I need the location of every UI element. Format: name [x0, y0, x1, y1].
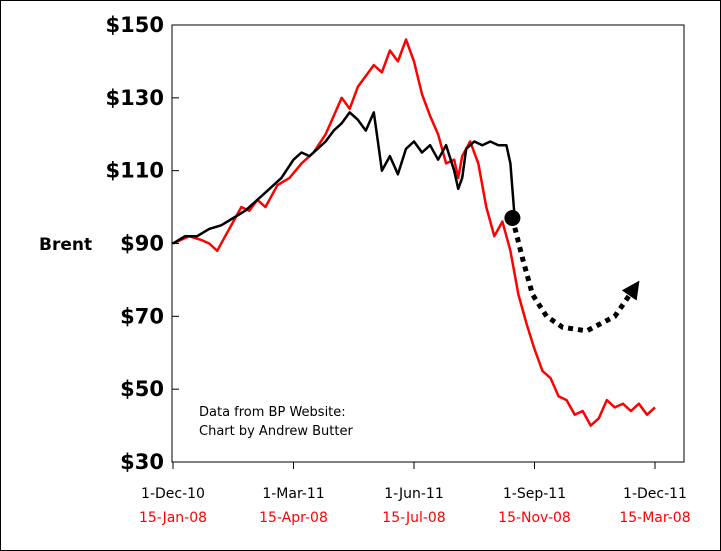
series-line-2008: [172, 38, 656, 427]
x-tick-label-bottom-0: 15-Jan-08: [139, 510, 207, 526]
x-tick-label-top-0: 1-Dec-10: [141, 486, 205, 502]
x-tick-label-top-3: 1-Sep-11: [503, 486, 566, 502]
x-axis-ticks: 1-Dec-10 15-Jan-08 1-Mar-11 15-Apr-08 1-Jun-…: [139, 462, 691, 526]
annotation-line-2: Chart by Andrew Butter: [199, 424, 353, 439]
y-tick-label-110: $110: [106, 159, 164, 183]
projection-line: [509, 217, 637, 334]
series-layer: [172, 38, 656, 427]
x-tick-label-bottom-3: 15-Nov-08: [498, 510, 571, 526]
x-tick-label-top-1: 1-Mar-11: [262, 486, 324, 502]
marker-dot: [504, 210, 521, 227]
annotation-line-1: Data from BP Website:: [199, 405, 346, 420]
x-tick-label-bottom-4: 15-Mar-08: [619, 510, 690, 526]
series-line-2010-11: [172, 111, 516, 245]
y-tick-label-50: $50: [120, 377, 164, 401]
y-tick-label-130: $130: [106, 86, 164, 110]
y-tick-label-70: $70: [120, 304, 164, 328]
x-tick-label-bottom-1: 15-Apr-08: [259, 510, 328, 526]
y-tick-label-150: $150: [106, 13, 164, 37]
y-tick-label-30: $30: [120, 450, 164, 474]
x-tick-label-bottom-2: 15-Jul-08: [382, 510, 445, 526]
y-axis-label: Brent: [39, 235, 92, 255]
x-tick-label-top-2: 1-Jun-11: [384, 486, 443, 502]
plot-area: [171, 24, 685, 463]
projection-arrowhead: [621, 280, 640, 301]
y-tick-label-90: $90: [120, 232, 164, 256]
y-axis-ticks: $30 $50 $70 $90 $110 $130 $150: [106, 13, 179, 474]
x-tick-label-top-4: 1-Dec-11: [623, 486, 687, 502]
